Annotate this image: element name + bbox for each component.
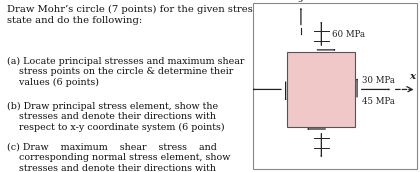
Text: (a) Locate principal stresses and maximum shear
    stress points on the circle : (a) Locate principal stresses and maximu…	[7, 57, 244, 87]
Text: (b) Draw principal stress element, show the
    stresses and denote their direct: (b) Draw principal stress element, show …	[7, 101, 224, 132]
Bar	[287, 52, 355, 127]
Text: 60 MPa: 60 MPa	[331, 30, 365, 39]
Text: (c) Draw    maximum    shear    stress    and
    corresponding normal stress el: (c) Draw maximum shear stress and corres…	[7, 143, 230, 172]
Text: 30 MPa: 30 MPa	[362, 76, 395, 85]
Text: Draw Mohr’s circle (7 points) for the given stress
state and do the following:: Draw Mohr’s circle (7 points) for the gi…	[7, 5, 257, 25]
Text: y: y	[298, 0, 304, 2]
Text: x: x	[409, 72, 415, 81]
Text: 45 MPa: 45 MPa	[362, 97, 395, 106]
